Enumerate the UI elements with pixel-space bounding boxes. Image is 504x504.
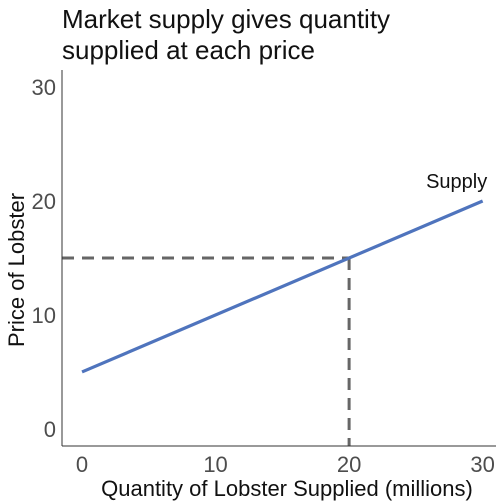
chart-title-line-2: supplied at each price — [62, 35, 315, 65]
x-tick-label: 20 — [337, 452, 361, 477]
x-axis-label: Quantity of Lobster Supplied (millions) — [101, 476, 473, 501]
x-tick-label: 10 — [203, 452, 227, 477]
chart-title-line-1: Market supply gives quantity — [62, 4, 391, 34]
x-axis-ticks: 0 10 20 30 — [76, 452, 495, 477]
series-label-supply: Supply — [426, 171, 487, 193]
chart-title: Market supply gives quantity supplied at… — [62, 4, 492, 66]
y-axis-ticks: 0 10 20 30 — [32, 75, 56, 442]
y-tick-label: 30 — [32, 75, 56, 100]
y-tick-label: 20 — [32, 189, 56, 214]
y-tick-label: 0 — [44, 417, 56, 442]
plot-area — [62, 199, 484, 446]
y-tick-label: 10 — [32, 303, 56, 328]
series-line-supply — [81, 199, 484, 374]
x-tick-label: 0 — [76, 452, 88, 477]
x-tick-label: 30 — [470, 452, 494, 477]
y-axis-label: Price of Lobster — [4, 193, 29, 347]
